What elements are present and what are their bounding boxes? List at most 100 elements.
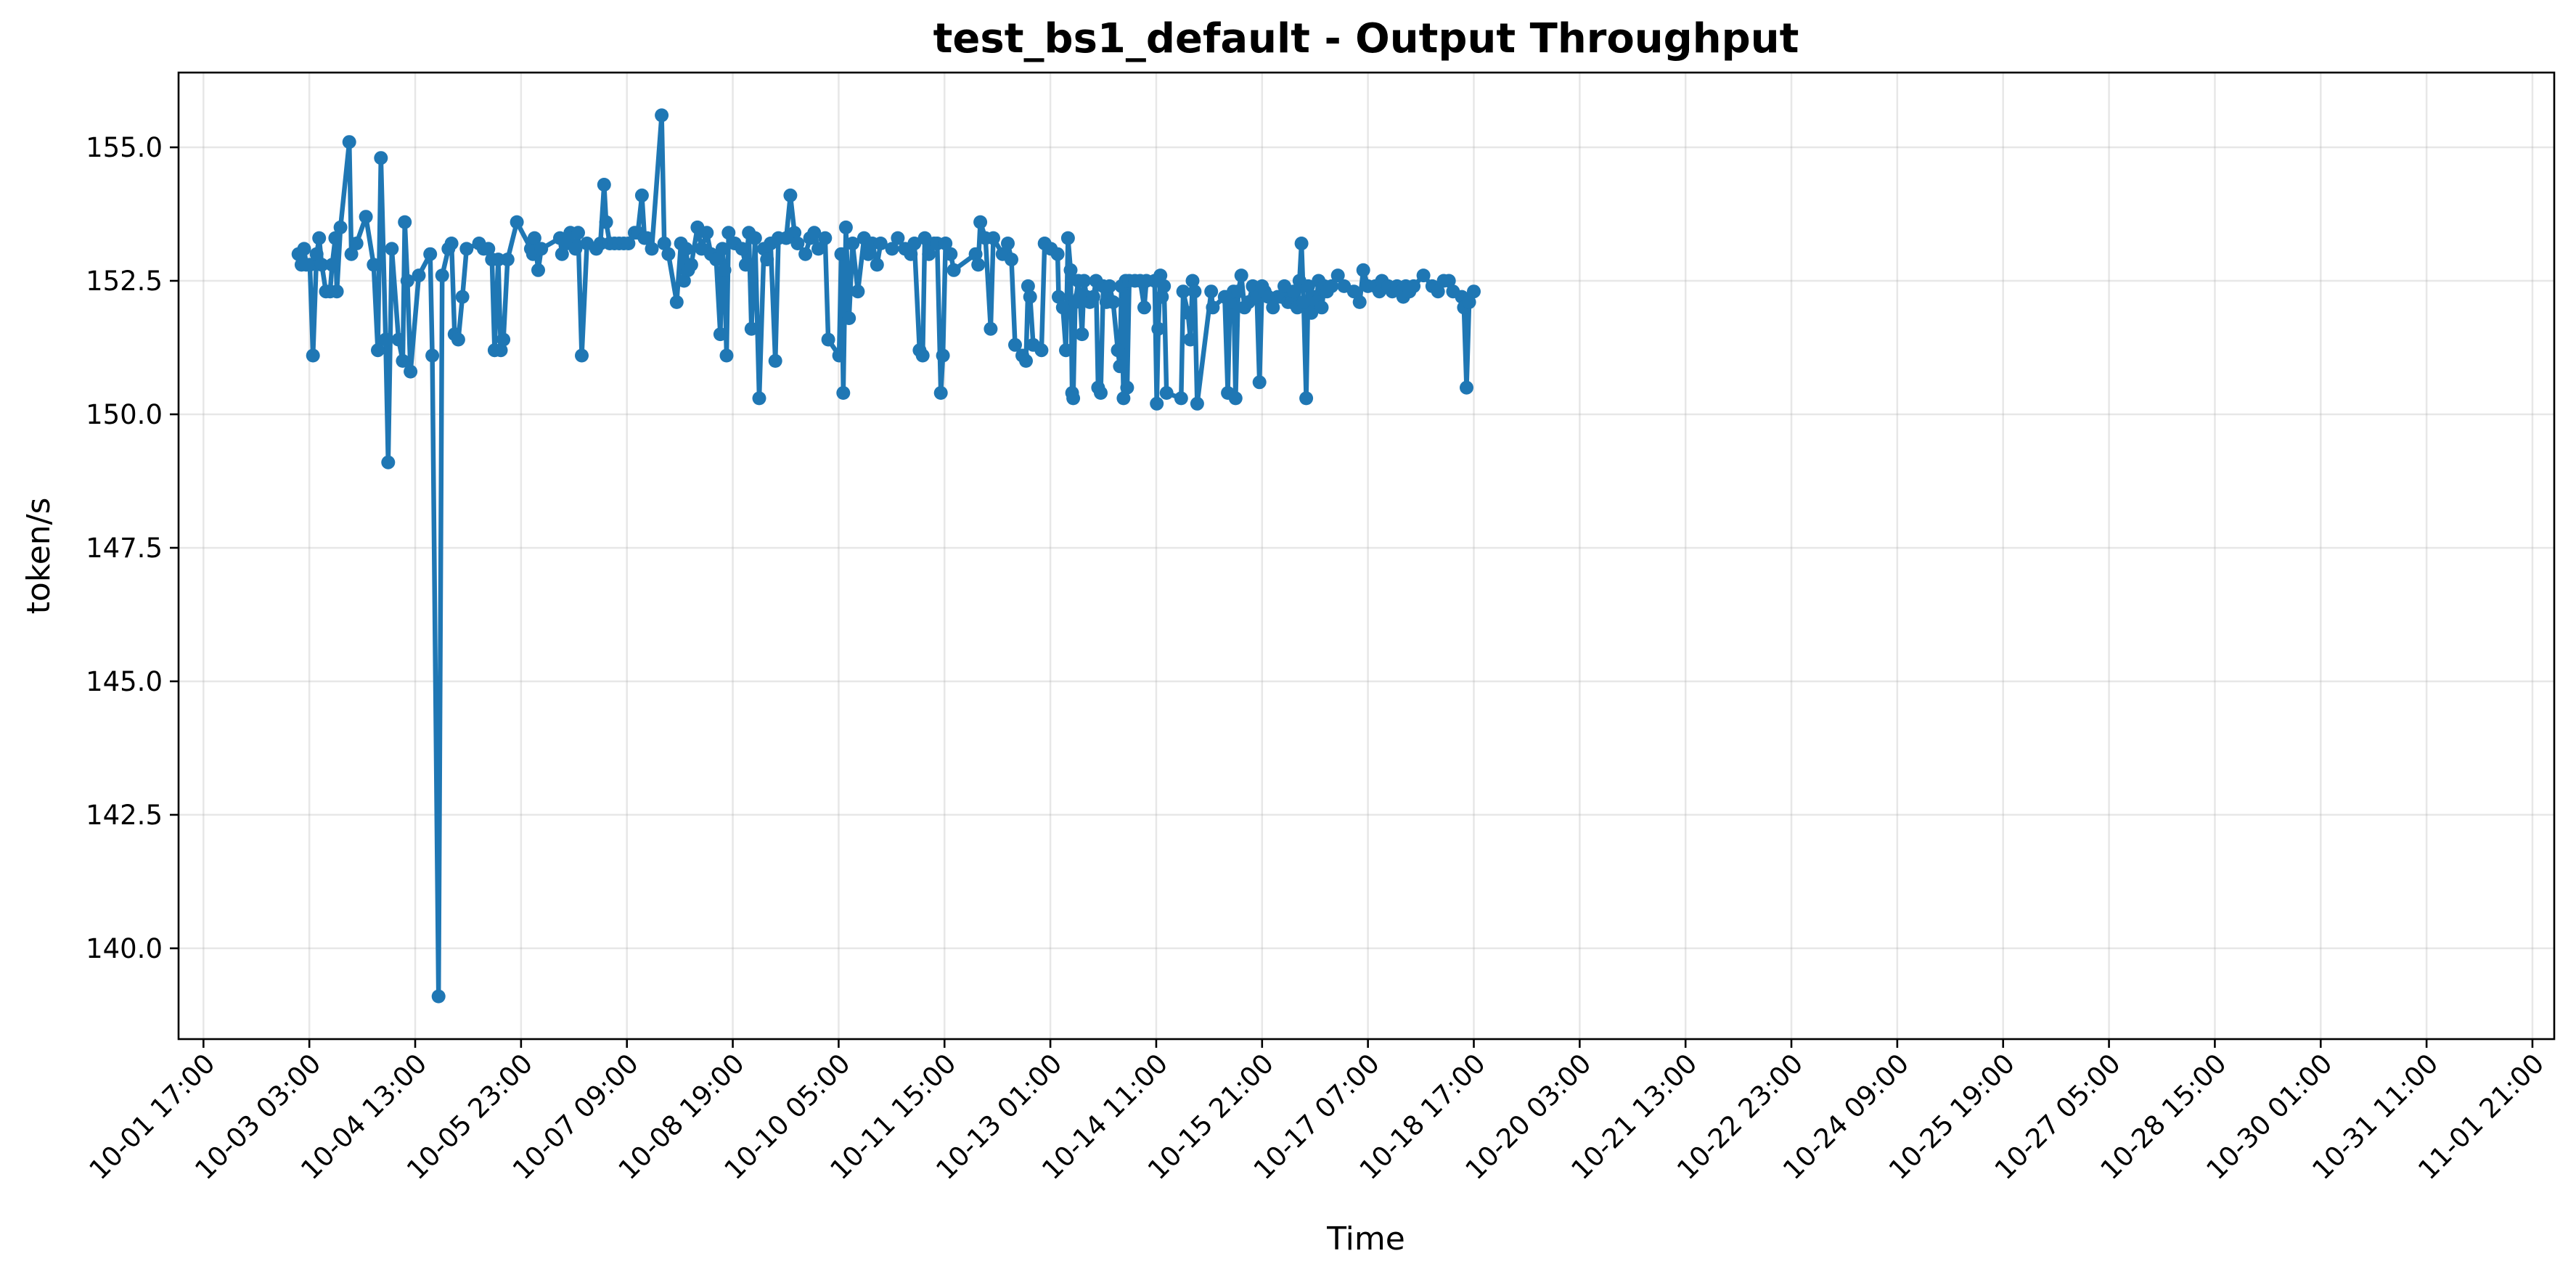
data-point	[1050, 247, 1065, 261]
data-point	[1431, 284, 1445, 299]
data-point	[1346, 284, 1361, 299]
data-point	[717, 263, 732, 277]
data-point	[973, 215, 988, 229]
data-point	[1286, 284, 1301, 299]
data-point	[431, 989, 446, 1004]
data-point	[1021, 279, 1035, 293]
data-point	[719, 348, 734, 363]
data-point	[1063, 263, 1078, 277]
data-point	[1176, 284, 1190, 299]
data-point	[807, 226, 822, 240]
data-point	[371, 343, 385, 358]
data-point	[1352, 295, 1367, 309]
data-point	[684, 258, 698, 272]
data-point	[709, 253, 724, 267]
data-point	[500, 253, 515, 267]
data-point	[571, 226, 585, 240]
data-point	[1153, 268, 1168, 283]
data-point	[303, 258, 317, 272]
data-point	[811, 242, 825, 256]
y-tick-label: 142.5	[86, 800, 163, 831]
data-point	[531, 263, 545, 277]
data-point	[1231, 284, 1246, 299]
data-point	[885, 242, 899, 256]
data-point	[1185, 274, 1200, 288]
data-point	[1075, 327, 1089, 342]
data-point	[481, 242, 496, 256]
data-point	[1325, 279, 1339, 293]
data-point	[1077, 274, 1092, 288]
data-point	[1234, 268, 1248, 283]
data-point	[1183, 332, 1198, 347]
data-point	[738, 258, 753, 272]
data-point	[1223, 295, 1237, 309]
data-point	[1190, 396, 1204, 411]
data-point	[312, 231, 327, 245]
data-point	[1111, 343, 1125, 358]
data-point	[328, 231, 343, 245]
data-point	[1187, 284, 1202, 299]
data-point	[836, 386, 851, 400]
data-point	[851, 284, 865, 299]
data-point	[679, 242, 693, 256]
data-point	[444, 237, 459, 250]
data-point	[1116, 391, 1131, 406]
data-point	[971, 258, 986, 272]
data-point	[939, 237, 953, 250]
data-point	[676, 274, 691, 288]
data-point	[870, 258, 884, 272]
data-point	[735, 242, 749, 256]
grid	[179, 73, 2554, 1039]
data-point	[1151, 321, 1166, 336]
data-point	[915, 348, 930, 363]
data-point	[425, 348, 440, 363]
data-point	[459, 242, 474, 256]
data-point	[984, 321, 998, 336]
data-point	[1155, 290, 1169, 304]
data-point	[367, 258, 381, 272]
data-point	[922, 247, 936, 261]
data-point	[861, 247, 875, 261]
data-point	[655, 108, 669, 123]
y-tick-label: 145.0	[86, 666, 163, 697]
data-point	[1174, 391, 1188, 406]
data-point	[374, 151, 388, 165]
data-point	[1330, 268, 1345, 283]
data-point	[359, 210, 373, 224]
data-point	[752, 391, 766, 406]
data-point	[314, 258, 329, 272]
data-point	[349, 237, 364, 250]
data-point	[661, 247, 676, 261]
data-point	[396, 353, 410, 368]
data-point	[933, 386, 948, 400]
data-point	[1204, 284, 1219, 299]
data-point	[385, 242, 399, 256]
data-point	[744, 321, 759, 336]
data-point	[904, 247, 918, 261]
y-tick-label: 152.5	[86, 266, 163, 297]
data-point	[344, 247, 359, 261]
data-point	[645, 242, 659, 256]
data-point	[946, 263, 961, 277]
data-point	[423, 247, 438, 261]
data-point	[1066, 391, 1081, 406]
data-point	[309, 247, 324, 261]
data-point	[1113, 359, 1127, 374]
data-point	[846, 237, 860, 250]
data-point	[1416, 268, 1431, 283]
data-point	[342, 135, 356, 149]
y-axis: 140.0 142.5 145.0 147.5 150.0 152.5 155.0	[86, 132, 179, 964]
data-point	[944, 247, 958, 261]
data-point	[713, 327, 727, 342]
data-point	[700, 226, 714, 240]
data-point	[1356, 263, 1370, 277]
data-point	[1304, 305, 1319, 320]
data-point	[669, 295, 684, 309]
x-axis-label: Time	[1326, 1220, 1405, 1258]
data-point	[333, 220, 348, 234]
data-point	[555, 247, 569, 261]
data-point	[1299, 391, 1314, 406]
data-point	[1120, 380, 1134, 395]
data-point	[1059, 343, 1073, 358]
